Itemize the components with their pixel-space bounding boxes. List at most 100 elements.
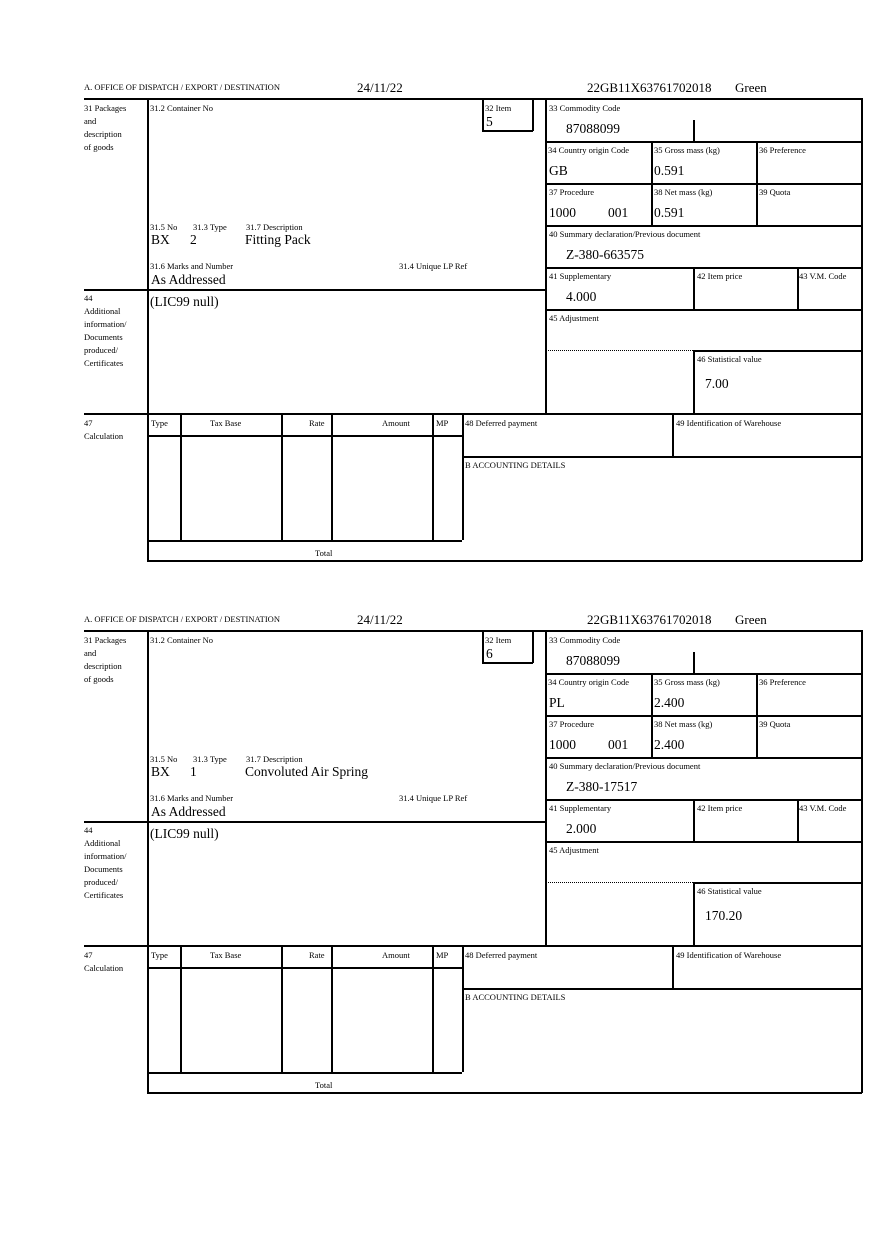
rule	[147, 967, 462, 969]
accounting-details-label: B ACCOUNTING DETAILS	[465, 992, 566, 1002]
item-number: 5	[486, 114, 493, 129]
calc-column-header: Tax Base	[210, 418, 242, 428]
packages-label: of goods	[84, 674, 114, 684]
preference-label: 36 Preference	[759, 145, 806, 155]
rule	[545, 309, 862, 311]
rule	[693, 120, 695, 141]
total-label: Total	[315, 548, 333, 558]
additional-info-value: (LIC99 null)	[150, 294, 219, 309]
gross-mass-label: 35 Gross mass (kg)	[654, 677, 720, 687]
supplementary-label: 41 Supplementary	[549, 803, 612, 813]
rule	[84, 98, 862, 100]
rule	[545, 841, 862, 843]
container-no-label: 31.2 Container No	[150, 103, 214, 113]
calculation-label: 47	[84, 950, 93, 960]
package-type-label: 31.3 Type	[193, 754, 227, 764]
vm-code-label: 43 V.M. Code	[799, 271, 847, 281]
route-status: Green	[735, 612, 767, 627]
vm-code-label: 43 V.M. Code	[799, 803, 847, 813]
net-mass: 2.400	[654, 737, 685, 752]
rule	[180, 945, 182, 1072]
rule	[281, 945, 283, 1072]
rule	[545, 141, 862, 143]
rule	[861, 98, 863, 561]
goods-description: Convoluted Air Spring	[245, 764, 369, 779]
rule	[482, 98, 484, 131]
rule	[281, 413, 283, 540]
rule	[545, 757, 862, 759]
adjustment-label: 45 Adjustment	[549, 845, 599, 855]
rule	[651, 673, 653, 757]
rule	[797, 267, 799, 309]
rule	[84, 821, 545, 823]
office-heading: A. OFFICE OF DISPATCH / EXPORT / DESTINA…	[84, 614, 280, 624]
supplementary-value: 2.000	[566, 821, 597, 836]
deferred-payment-label: 48 Deferred payment	[465, 418, 538, 428]
statistical-value-label: 46 Statistical value	[697, 354, 762, 364]
rule	[693, 882, 862, 884]
warehouse-label: 49 Identification of Warehouse	[676, 950, 782, 960]
rule	[432, 945, 434, 1072]
procedure-ext: 001	[608, 737, 629, 752]
total-label: Total	[315, 1080, 333, 1090]
calc-column-header: Rate	[309, 950, 325, 960]
rule	[693, 799, 695, 841]
country-code: PL	[549, 695, 565, 710]
dotted-rule	[545, 350, 693, 352]
calc-column-header: MP	[436, 950, 449, 960]
additional-info-label: Documents	[84, 332, 123, 342]
country-code: GB	[549, 163, 568, 178]
rule	[180, 413, 182, 540]
description-label: 31.7 Description	[246, 222, 303, 232]
rule	[147, 630, 149, 1093]
rule	[693, 350, 862, 352]
rule	[147, 560, 862, 562]
unique-lp-ref-label: 31.4 Unique LP Ref	[399, 793, 468, 803]
item-price-label: 42 Item price	[697, 803, 743, 813]
item-label: 32 Item	[485, 635, 512, 645]
rule	[84, 413, 862, 415]
reference-number: 22GB11X63761702018	[587, 612, 712, 627]
quota-label: 39 Quota	[759, 187, 791, 197]
rule	[532, 98, 534, 131]
gross-mass: 2.400	[654, 695, 685, 710]
deferred-payment-label: 48 Deferred payment	[465, 950, 538, 960]
calculation-label: Calculation	[84, 963, 124, 973]
packages-label: and	[84, 116, 97, 126]
rule	[331, 413, 333, 540]
rule	[482, 630, 484, 663]
rule	[693, 350, 695, 413]
rule	[545, 715, 862, 717]
rule	[756, 673, 758, 757]
packages-label: of goods	[84, 142, 114, 152]
rule	[147, 98, 149, 561]
date: 24/11/22	[357, 612, 403, 627]
rule	[462, 413, 464, 540]
packages-label: 31 Packages	[84, 103, 127, 113]
calc-column-header: Tax Base	[210, 950, 242, 960]
net-mass-label: 38 Net mass (kg)	[654, 187, 713, 197]
rule	[672, 413, 674, 456]
net-mass-label: 38 Net mass (kg)	[654, 719, 713, 729]
rule	[482, 130, 533, 132]
rule	[482, 662, 533, 664]
rule	[331, 945, 333, 1072]
statistical-value: 7.00	[705, 376, 729, 391]
declaration-item-form: A. OFFICE OF DISPATCH / EXPORT / DESTINA…	[0, 532, 882, 1094]
package-no-label: 31.5 No	[150, 754, 178, 764]
additional-info-label: Documents	[84, 864, 123, 874]
rule	[147, 540, 462, 542]
rule	[545, 98, 547, 413]
rule	[462, 945, 464, 1072]
rule	[756, 141, 758, 225]
additional-info-label: produced/	[84, 877, 118, 887]
additional-info-label: information/	[84, 851, 127, 861]
marks-label: 31.6 Marks and Number	[150, 793, 234, 803]
warehouse-label: 49 Identification of Warehouse	[676, 418, 782, 428]
calculation-label: 47	[84, 418, 93, 428]
marks-value: As Addressed	[151, 804, 226, 819]
route-status: Green	[735, 80, 767, 95]
dotted-rule	[545, 351, 547, 413]
package-kind: BX	[151, 764, 170, 779]
